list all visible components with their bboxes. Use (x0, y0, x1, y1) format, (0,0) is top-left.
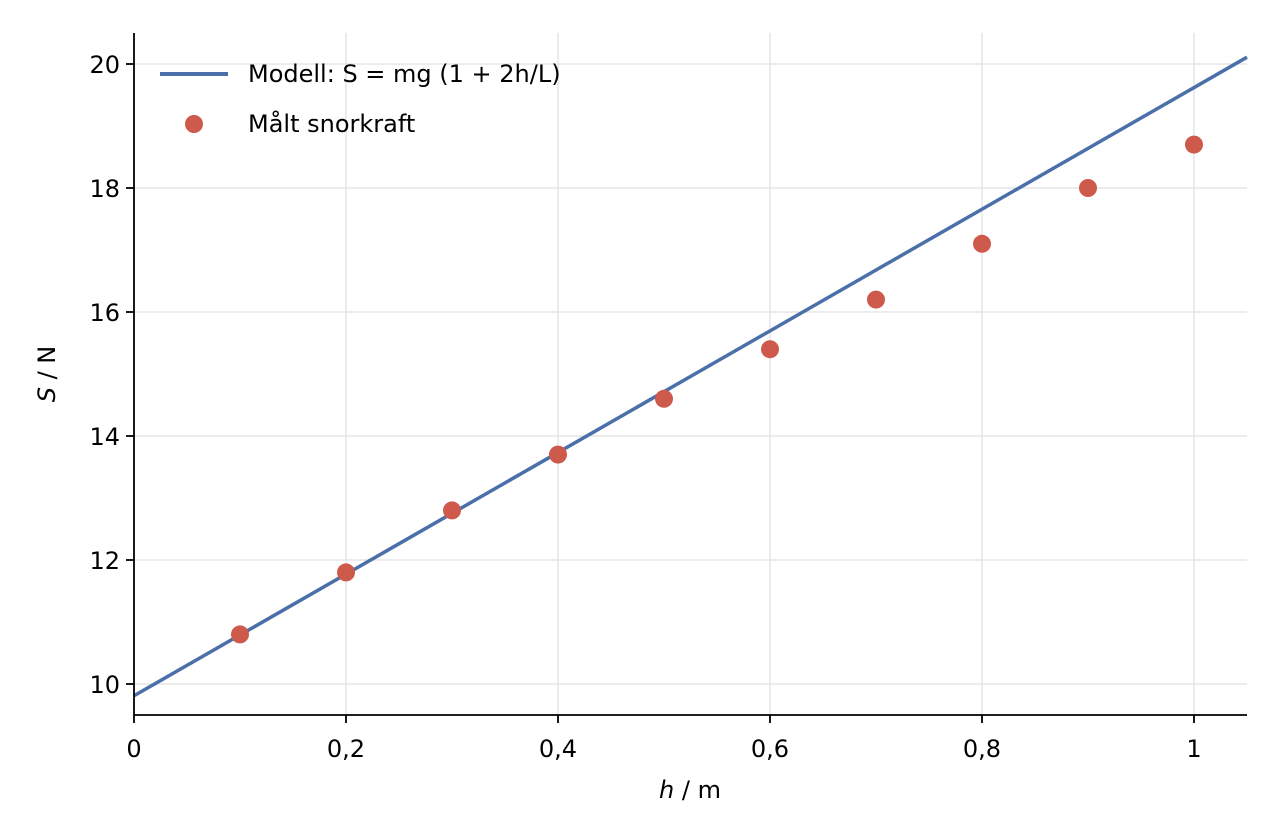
y-tick-label-5: 20 (89, 51, 120, 79)
y-tick-label-1: 12 (89, 547, 120, 575)
x-tick-label-4: 0,8 (963, 735, 1001, 763)
y-tick-label-2: 14 (89, 423, 120, 451)
x-tick-label-1: 0,2 (327, 735, 365, 763)
data-point-1 (337, 563, 355, 582)
data-point-9 (1185, 135, 1203, 154)
data-point-4 (655, 389, 673, 408)
legend-entry-model: Modell: S = mg (1 + 2h/L) (248, 60, 561, 88)
y-tick-label-4: 18 (89, 175, 120, 203)
data-point-2 (443, 501, 461, 520)
x-tick-label-2: 0,4 (539, 735, 577, 763)
x-tick-label-5: 1 (1186, 735, 1201, 763)
grid (134, 33, 1247, 715)
data-point-7 (973, 234, 991, 253)
y-axis-label: S / N (33, 346, 61, 403)
x-axis-label: h / m (659, 776, 721, 804)
legend-entry-measured: Målt snorkraft (248, 109, 415, 138)
legend: Modell: S = mg (1 + 2h/L) Målt snorkraft (160, 60, 561, 138)
series-layer (133, 55, 1248, 698)
data-point-3 (549, 445, 567, 464)
x-tick-label-3: 0,6 (751, 735, 789, 763)
data-point-8 (1079, 179, 1097, 197)
y-tick-label-0: 10 (89, 671, 120, 699)
y-tick-label-3: 16 (89, 299, 120, 327)
data-point-0 (231, 625, 249, 644)
series-line-model (133, 55, 1248, 698)
legend-marker-swatch (185, 115, 203, 133)
axes (133, 33, 1247, 716)
data-point-5 (761, 340, 779, 359)
x-tick-label-0: 0 (126, 735, 141, 763)
ticks: 0 0,2 0,4 0,6 0,8 1 10 12 14 16 18 20 (89, 51, 1201, 763)
data-point-6 (867, 290, 885, 309)
